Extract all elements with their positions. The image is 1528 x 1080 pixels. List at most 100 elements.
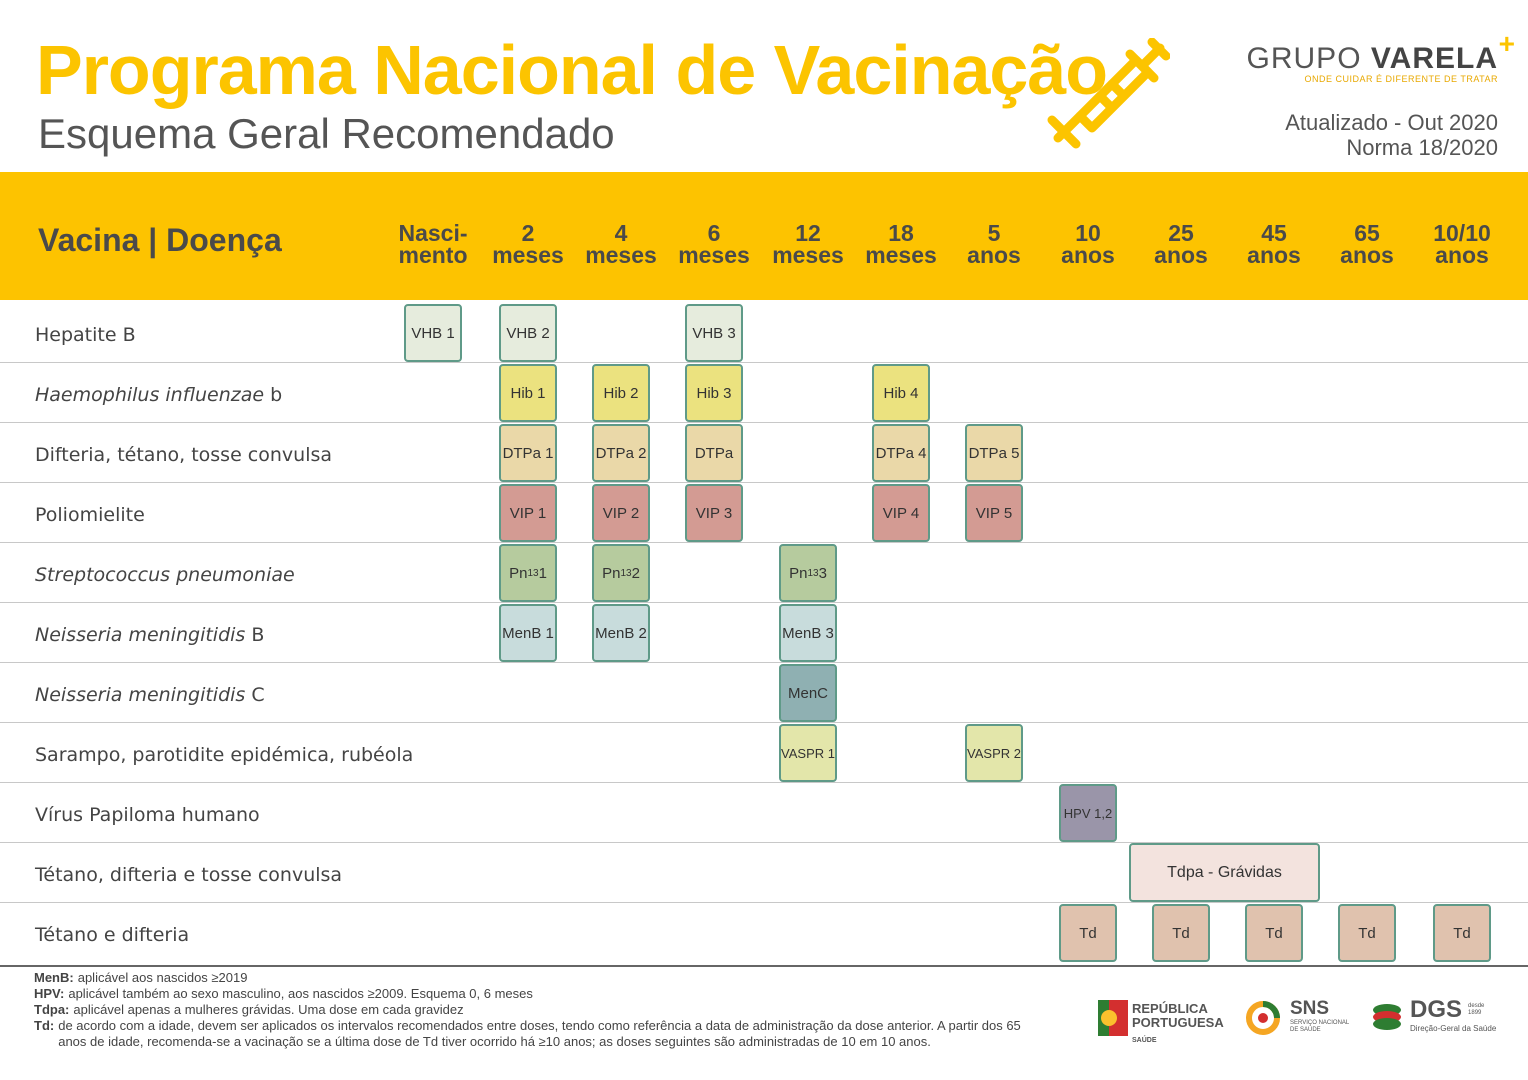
age-value: 2 (521, 220, 535, 246)
age-header: 25 anos (1135, 220, 1227, 268)
table-header-band (0, 172, 1528, 300)
disease-label: Vírus Papiloma humano (35, 804, 260, 826)
age-header: 65 anos (1321, 222, 1413, 268)
row-divider (0, 422, 1528, 423)
age-header: 2 meses (482, 220, 574, 268)
age-value: 45 (1261, 220, 1287, 246)
dose-cell: VASPR 1 (779, 724, 837, 782)
dose-cell: Hib 1 (499, 364, 557, 422)
footnote-term: Tdpa: (34, 1002, 70, 1017)
age-unit: meses (585, 242, 657, 268)
disease-label: Hepatite B (35, 324, 136, 346)
dose-cell: VIP 3 (685, 484, 743, 542)
disease-label: Neisseria meningitidis B (35, 624, 265, 646)
dose-cell: VHB 1 (404, 304, 462, 362)
row-divider (0, 602, 1528, 603)
updated-date: Atualizado - Out 2020 (1285, 110, 1498, 135)
dose-cell: Pn 13 3 (779, 544, 837, 602)
update-info: Atualizado - Out 2020 Norma 18/2020 (1285, 110, 1498, 160)
age-unit: meses (678, 242, 750, 268)
dose-cell: Pn 13 2 (592, 544, 650, 602)
dose-cell: VHB 3 (685, 304, 743, 362)
republica-line3: SAÚDE (1132, 1037, 1157, 1044)
dose-cell: MenB 2 (592, 604, 650, 662)
dose-cell: Hib 3 (685, 364, 743, 422)
dose-cell: Td (1433, 904, 1491, 962)
dose-cell: DTPa 5 (965, 424, 1023, 482)
dgs-text: DGS (1410, 996, 1463, 1023)
disease-label: Neisseria meningitidis C (35, 684, 265, 706)
brand-tagline: ONDE CUIDAR É DIFERENTE DE TRATAR (1304, 74, 1498, 84)
age-unit: anos (1435, 242, 1489, 268)
age-header: 10 anos (1042, 220, 1134, 267)
age-unit: meses (492, 242, 564, 268)
age-unit: anos (1340, 242, 1394, 268)
age-value: 4 (614, 220, 628, 246)
sns-icon (1246, 1001, 1280, 1035)
republica-line2: PORTUGUESA (1132, 1015, 1224, 1030)
dose-cell: DTPa 1 (499, 424, 557, 482)
row-divider (0, 722, 1528, 723)
dose-cell: MenB 1 (499, 604, 557, 662)
republica-portuguesa-icon (1098, 1000, 1128, 1036)
republica-portuguesa-logo: REPÚBLICA PORTUGUESA SAÚDE (1132, 1002, 1224, 1048)
dose-cell: Tdpa - Grávidas (1129, 843, 1320, 902)
footnote: Td: de acordo com a idade, devem ser apli… (34, 1018, 1044, 1050)
disease-label: Sarampo, parotidite epidémica, rubéola (35, 744, 414, 766)
dose-cell: VASPR 2 (965, 724, 1023, 782)
age-header: 45 anos (1228, 220, 1320, 268)
dose-cell: VIP 1 (499, 484, 557, 542)
sns-sub2: DE SAÚDE (1290, 1027, 1321, 1033)
age-header: 6 meses (668, 220, 760, 268)
page-title: Programa Nacional de Vacinação (36, 31, 1108, 109)
row-divider (0, 662, 1528, 663)
sns-text: SNS (1290, 998, 1330, 1019)
age-header: 18 meses (855, 220, 947, 268)
age-unit: anos (967, 242, 1021, 268)
age-header: 12 meses (762, 220, 854, 268)
dose-cell: Hib 4 (872, 364, 930, 422)
age-value: Nasci- (398, 220, 468, 246)
dose-cell: DTPa 4 (872, 424, 930, 482)
age-unit: anos (1154, 242, 1208, 268)
age-value: 12 (795, 220, 821, 246)
disease-label: Haemophilus influenzae b (35, 384, 283, 406)
dgs-since: desde 1899 (1468, 1003, 1485, 1016)
dose-cell: Td (1152, 904, 1210, 962)
disease-label: Poliomielite (35, 504, 145, 526)
dose-cell: VIP 2 (592, 484, 650, 542)
brand-name-bold: VARELA (1370, 42, 1498, 75)
footer-divider (0, 965, 1528, 967)
syringe-icon (1047, 38, 1170, 149)
row-divider (0, 902, 1528, 903)
norma-ref: Norma 18/2020 (1346, 135, 1498, 160)
age-value: 25 (1168, 220, 1194, 246)
dose-cell: DTPa 2 (592, 424, 650, 482)
age-unit: meses (772, 242, 844, 268)
disease-label: Tétano, difteria e tosse convulsa (35, 864, 343, 886)
age-value: 5 (987, 220, 1001, 246)
age-value: 6 (707, 220, 721, 246)
dose-cell: Td (1245, 904, 1303, 962)
footnote-term: MenB: (34, 970, 74, 985)
age-header: 4 meses (575, 220, 667, 268)
footnote-text: aplicável apenas a mulheres grávidas. Um… (73, 1002, 464, 1017)
age-unit: anos (1247, 242, 1301, 268)
row-divider (0, 482, 1528, 483)
age-unit: meses (865, 242, 937, 268)
footnote-term: HPV: (34, 986, 65, 1001)
dose-cell: VHB 2 (499, 304, 557, 362)
footnote-text: aplicável também ao sexo masculino, aos … (68, 986, 533, 1001)
age-value: 10/10 (1433, 220, 1491, 246)
disease-label: Difteria, tétano, tosse convulsa (35, 444, 333, 466)
footnote: HPV: aplicável também ao sexo masculino, … (34, 986, 1044, 1002)
age-value: 18 (888, 220, 914, 246)
disease-label: Streptococcus pneumoniae (35, 564, 295, 586)
age-value: 10 (1075, 220, 1101, 246)
column-header-vaccine: Vacina | Doença (38, 222, 282, 258)
age-header: Nasci-mento (387, 220, 479, 267)
dose-cell: DTPa (685, 424, 743, 482)
sns-logo: SNS SERVIÇO NACIONAL DE SAÚDE (1290, 998, 1349, 1034)
disease-label: Tétano e difteria (35, 924, 190, 946)
dose-cell: VIP 4 (872, 484, 930, 542)
